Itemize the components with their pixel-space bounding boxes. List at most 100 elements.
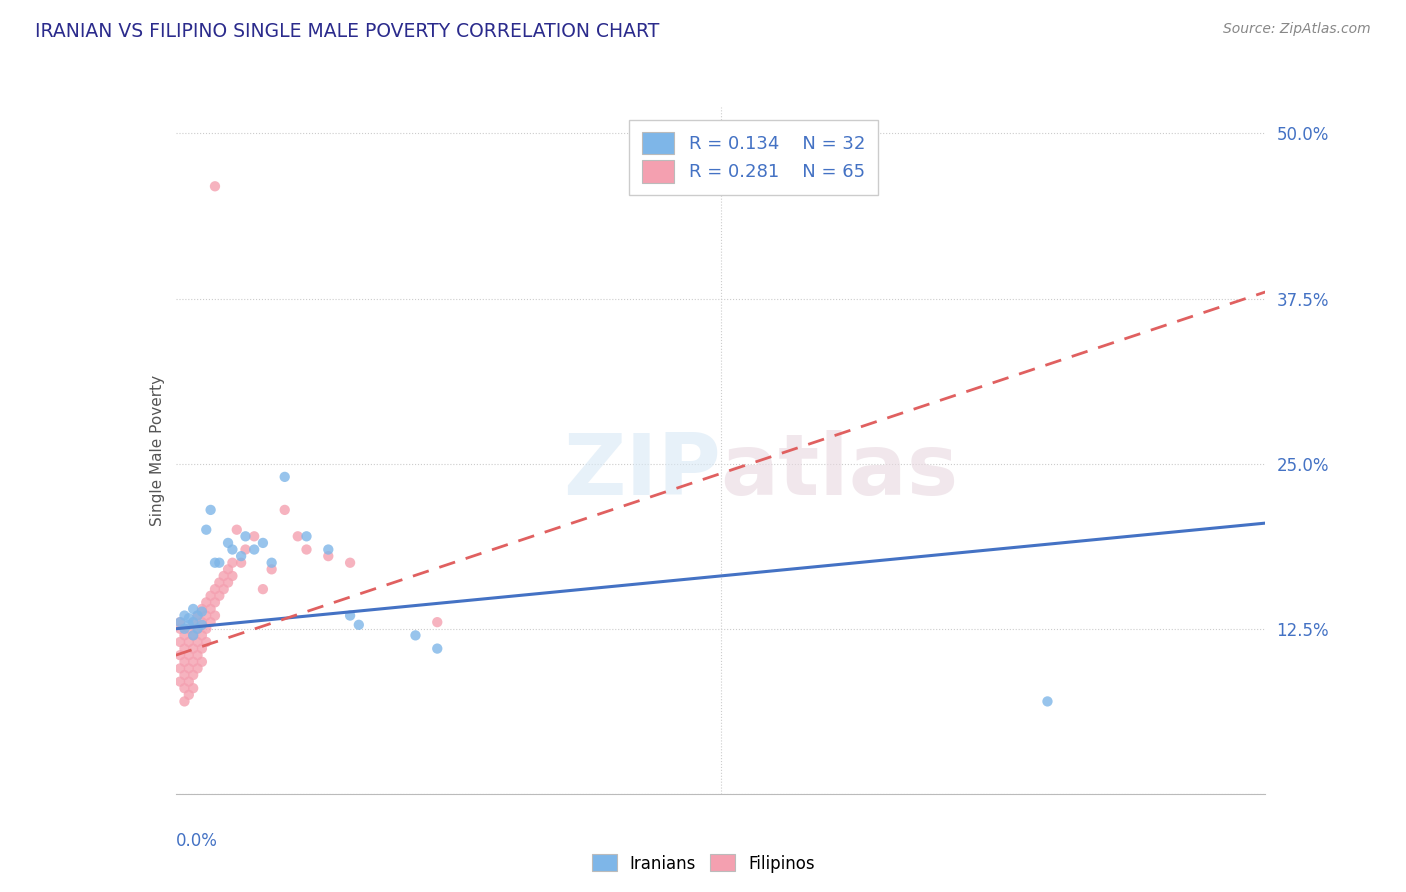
Point	[191, 615, 214, 630]
Point	[191, 617, 214, 632]
Point	[177, 635, 200, 649]
Point	[204, 608, 226, 623]
Point	[274, 503, 297, 517]
Point	[212, 569, 235, 583]
Point	[405, 628, 427, 642]
Point	[204, 582, 226, 596]
Point	[177, 622, 200, 636]
Point	[181, 602, 204, 616]
Point	[177, 661, 200, 675]
Point	[243, 542, 266, 557]
Point	[181, 655, 204, 669]
Point	[186, 622, 209, 636]
Point	[252, 536, 274, 550]
Point	[169, 615, 191, 630]
Point	[181, 668, 204, 682]
Text: 0.0%: 0.0%	[176, 831, 218, 850]
Point	[200, 615, 222, 630]
Point	[231, 549, 253, 563]
Point	[195, 595, 218, 609]
Point	[217, 575, 239, 590]
Point	[339, 556, 361, 570]
Point	[169, 622, 191, 636]
Point	[252, 582, 274, 596]
Point	[169, 661, 191, 675]
Point	[1036, 694, 1059, 708]
Point	[191, 602, 214, 616]
Text: ZIP: ZIP	[562, 430, 721, 513]
Point	[173, 628, 195, 642]
Point	[235, 529, 257, 543]
Point	[186, 635, 209, 649]
Point	[181, 641, 204, 656]
Point	[191, 628, 214, 642]
Point	[318, 549, 340, 563]
Point	[173, 668, 195, 682]
Point	[225, 523, 247, 537]
Point	[169, 635, 191, 649]
Point	[195, 622, 218, 636]
Point	[186, 608, 209, 623]
Point	[200, 602, 222, 616]
Point	[295, 542, 318, 557]
Text: Source: ZipAtlas.com: Source: ZipAtlas.com	[1223, 22, 1371, 37]
Point	[208, 575, 231, 590]
Point	[181, 615, 204, 630]
Point	[169, 648, 191, 663]
Point	[191, 605, 214, 619]
Point	[186, 622, 209, 636]
Point	[221, 542, 243, 557]
Point	[260, 562, 283, 576]
Point	[177, 617, 200, 632]
Point	[208, 589, 231, 603]
Point	[181, 628, 204, 642]
Text: IRANIAN VS FILIPINO SINGLE MALE POVERTY CORRELATION CHART: IRANIAN VS FILIPINO SINGLE MALE POVERTY …	[35, 22, 659, 41]
Point	[243, 529, 266, 543]
Point	[177, 611, 200, 625]
Point	[181, 628, 204, 642]
Point	[181, 615, 204, 630]
Point	[217, 536, 239, 550]
Point	[274, 470, 297, 484]
Point	[173, 608, 195, 623]
Point	[426, 615, 449, 630]
Point	[191, 641, 214, 656]
Point	[173, 655, 195, 669]
Point	[318, 542, 340, 557]
Point	[204, 556, 226, 570]
Point	[231, 556, 253, 570]
Point	[208, 556, 231, 570]
Point	[186, 648, 209, 663]
Point	[173, 694, 195, 708]
Point	[221, 556, 243, 570]
Legend: R = 0.134    N = 32, R = 0.281    N = 65: R = 0.134 N = 32, R = 0.281 N = 65	[628, 120, 877, 195]
Point	[200, 589, 222, 603]
Y-axis label: Single Male Poverty: Single Male Poverty	[149, 375, 165, 526]
Point	[204, 179, 226, 194]
Point	[339, 608, 361, 623]
Point	[177, 648, 200, 663]
Point	[235, 542, 257, 557]
Point	[295, 529, 318, 543]
Point	[195, 635, 218, 649]
Point	[181, 681, 204, 696]
Point	[169, 615, 191, 630]
Point	[173, 641, 195, 656]
Point	[221, 569, 243, 583]
Point	[212, 582, 235, 596]
Point	[186, 608, 209, 623]
Point	[173, 681, 195, 696]
Point	[204, 595, 226, 609]
Point	[173, 622, 195, 636]
Point	[200, 503, 222, 517]
Point	[195, 608, 218, 623]
Point	[260, 556, 283, 570]
Point	[347, 617, 370, 632]
Legend: Iranians, Filipinos: Iranians, Filipinos	[585, 847, 821, 880]
Point	[186, 661, 209, 675]
Point	[177, 674, 200, 689]
Text: atlas: atlas	[721, 430, 959, 513]
Point	[195, 523, 218, 537]
Point	[169, 674, 191, 689]
Point	[287, 529, 309, 543]
